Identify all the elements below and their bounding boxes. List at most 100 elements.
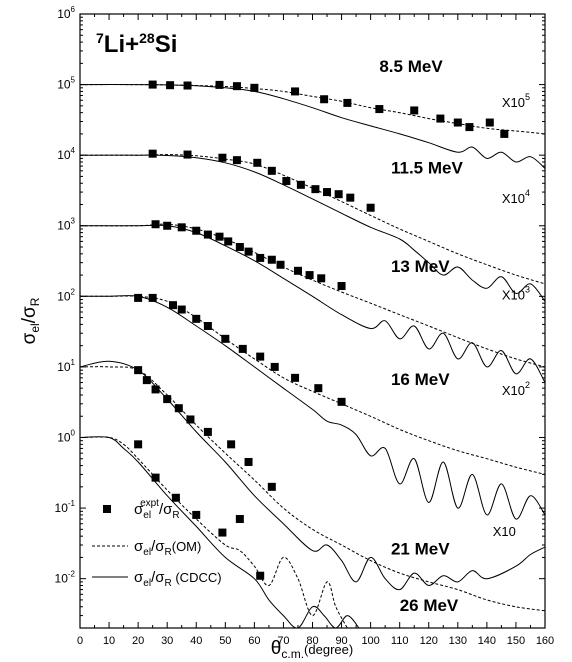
x-tick-label: 40	[190, 635, 202, 647]
energy-labels: 8.5 MeV 11.5 MeV 13 MeV 16 MeV 21 MeV 26 MeV	[379, 57, 463, 615]
expt-point-21-mev	[142, 376, 151, 385]
expt-point-8-5-mev	[436, 114, 445, 123]
expt-point-8-5-mev	[485, 118, 494, 127]
cdcc-curve-16-mev	[80, 295, 545, 520]
x-tick-label: 120	[420, 635, 438, 647]
expt-point-11-5-mev	[253, 158, 262, 167]
expt-point-11-5-mev	[148, 149, 157, 158]
expt-point-13-mev	[305, 271, 314, 280]
scale-label: X104	[502, 188, 530, 206]
legend: σelexpt/σR σel/σR(OM) σel/σR (CDCC)	[92, 498, 222, 589]
expt-point-11-5-mev	[323, 188, 332, 197]
expt-point-8-5-mev	[410, 106, 419, 115]
y-axis-title: σel/σR	[19, 297, 42, 344]
om-curve-11-5-mev	[80, 154, 545, 285]
expt-point-16-mev	[238, 344, 247, 353]
expt-point-13-mev	[224, 237, 233, 246]
scale-labels: X105 X104 X103 X102 X10	[493, 92, 530, 539]
y-axis-ticks: 106 105 104 103 102 101 100 10-1 10-2	[55, 5, 545, 617]
expt-point-13-mev	[267, 255, 276, 264]
expt-point-13-mev	[337, 282, 346, 291]
expt-point-13-mev	[293, 266, 302, 275]
expt-point-8-5-mev	[166, 81, 175, 90]
y-tick-label: 104	[57, 146, 75, 162]
om-curve-21-mev	[80, 366, 545, 612]
expt-point-8-5-mev	[250, 83, 259, 92]
expt-point-8-5-mev	[291, 87, 300, 96]
x-tick-label: 130	[449, 635, 467, 647]
cdcc-curve-11-5-mev	[80, 154, 545, 302]
scale-label: X10	[493, 524, 516, 539]
x-axis-title: θc.m.(degree)	[271, 638, 353, 661]
expt-point-16-mev	[169, 301, 177, 310]
expt-point-21-mev	[163, 395, 172, 404]
expt-point-13-mev	[203, 230, 212, 239]
expt-point-21-mev	[203, 427, 212, 436]
expt-point-8-5-mev	[465, 123, 474, 132]
y-tick-label: 106	[57, 5, 75, 21]
y-tick-label: 100	[57, 428, 75, 444]
x-tick-label: 70	[277, 635, 289, 647]
expt-point-26-mev	[134, 440, 143, 449]
x-tick-label: 140	[478, 635, 496, 647]
expt-point-26-mev	[171, 493, 180, 502]
expt-point-8-5-mev	[320, 95, 329, 104]
energy-label: 11.5 MeV	[391, 158, 463, 177]
y-tick-label: 101	[57, 358, 75, 374]
y-tick-label: 10-2	[55, 570, 76, 586]
expt-point-13-mev	[276, 260, 285, 269]
om-curve-16-mev	[80, 295, 545, 475]
legend-expt-label: σelexpt/σR	[134, 498, 180, 521]
scale-label: X102	[502, 380, 530, 398]
expt-point-13-mev	[215, 232, 224, 241]
cdcc-curve-21-mev	[80, 360, 545, 591]
x-tick-label: 160	[536, 635, 554, 647]
expt-point-8-5-mev	[453, 118, 462, 127]
y-tick-label: 102	[57, 287, 75, 303]
x-tick-label: 50	[219, 635, 231, 647]
expt-point-16-mev	[337, 397, 346, 406]
markers-layer	[134, 80, 509, 580]
om-curve-26-mev	[80, 436, 348, 628]
scale-label: X103	[502, 285, 530, 303]
plot-label-mass1: 7	[96, 30, 104, 46]
expt-point-11-5-mev	[267, 166, 276, 175]
expt-point-16-mev	[256, 352, 265, 361]
expt-point-11-5-mev	[311, 185, 320, 194]
x-axis-ticks: 0 10 20 30 40 50 60 70 80 90 100 110 120 130 140 150 160	[77, 14, 554, 647]
x-tick-label: 80	[306, 635, 318, 647]
expt-point-26-mev	[256, 571, 265, 580]
expt-point-21-mev	[186, 415, 195, 424]
expt-point-21-mev	[244, 457, 253, 466]
expt-point-21-mev	[174, 404, 183, 413]
expt-point-21-mev	[151, 385, 160, 394]
x-tick-label: 30	[161, 635, 173, 647]
plot-label: 7Li+28Si	[96, 30, 177, 58]
plot-frame	[79, 13, 546, 629]
expt-point-13-mev	[317, 274, 326, 283]
expt-point-13-mev	[244, 247, 253, 256]
expt-point-13-mev	[151, 220, 160, 229]
plot-label-mass2: 28	[139, 30, 155, 46]
expt-point-26-mev	[192, 510, 201, 519]
expt-point-16-mev	[203, 321, 212, 330]
om-curve-8-5-mev	[80, 84, 545, 135]
x-tick-label: 110	[391, 635, 409, 647]
expt-point-16-mev	[177, 305, 186, 314]
expt-point-26-mev	[218, 528, 227, 537]
expt-point-26-mev	[151, 473, 160, 482]
expt-point-13-mev	[163, 221, 172, 230]
x-tick-label: 150	[507, 635, 525, 647]
expt-point-21-mev	[134, 366, 143, 375]
expt-point-8-5-mev	[215, 80, 224, 89]
expt-point-8-5-mev	[500, 129, 509, 138]
expt-point-16-mev	[134, 293, 143, 302]
expt-point-21-mev	[267, 482, 276, 491]
expt-point-11-5-mev	[366, 203, 375, 212]
expt-point-26-mev	[235, 515, 244, 524]
expt-point-11-5-mev	[232, 156, 241, 165]
energy-label: 21 MeV	[391, 539, 450, 558]
x-tick-label: 90	[335, 635, 347, 647]
expt-point-16-mev	[270, 362, 279, 371]
